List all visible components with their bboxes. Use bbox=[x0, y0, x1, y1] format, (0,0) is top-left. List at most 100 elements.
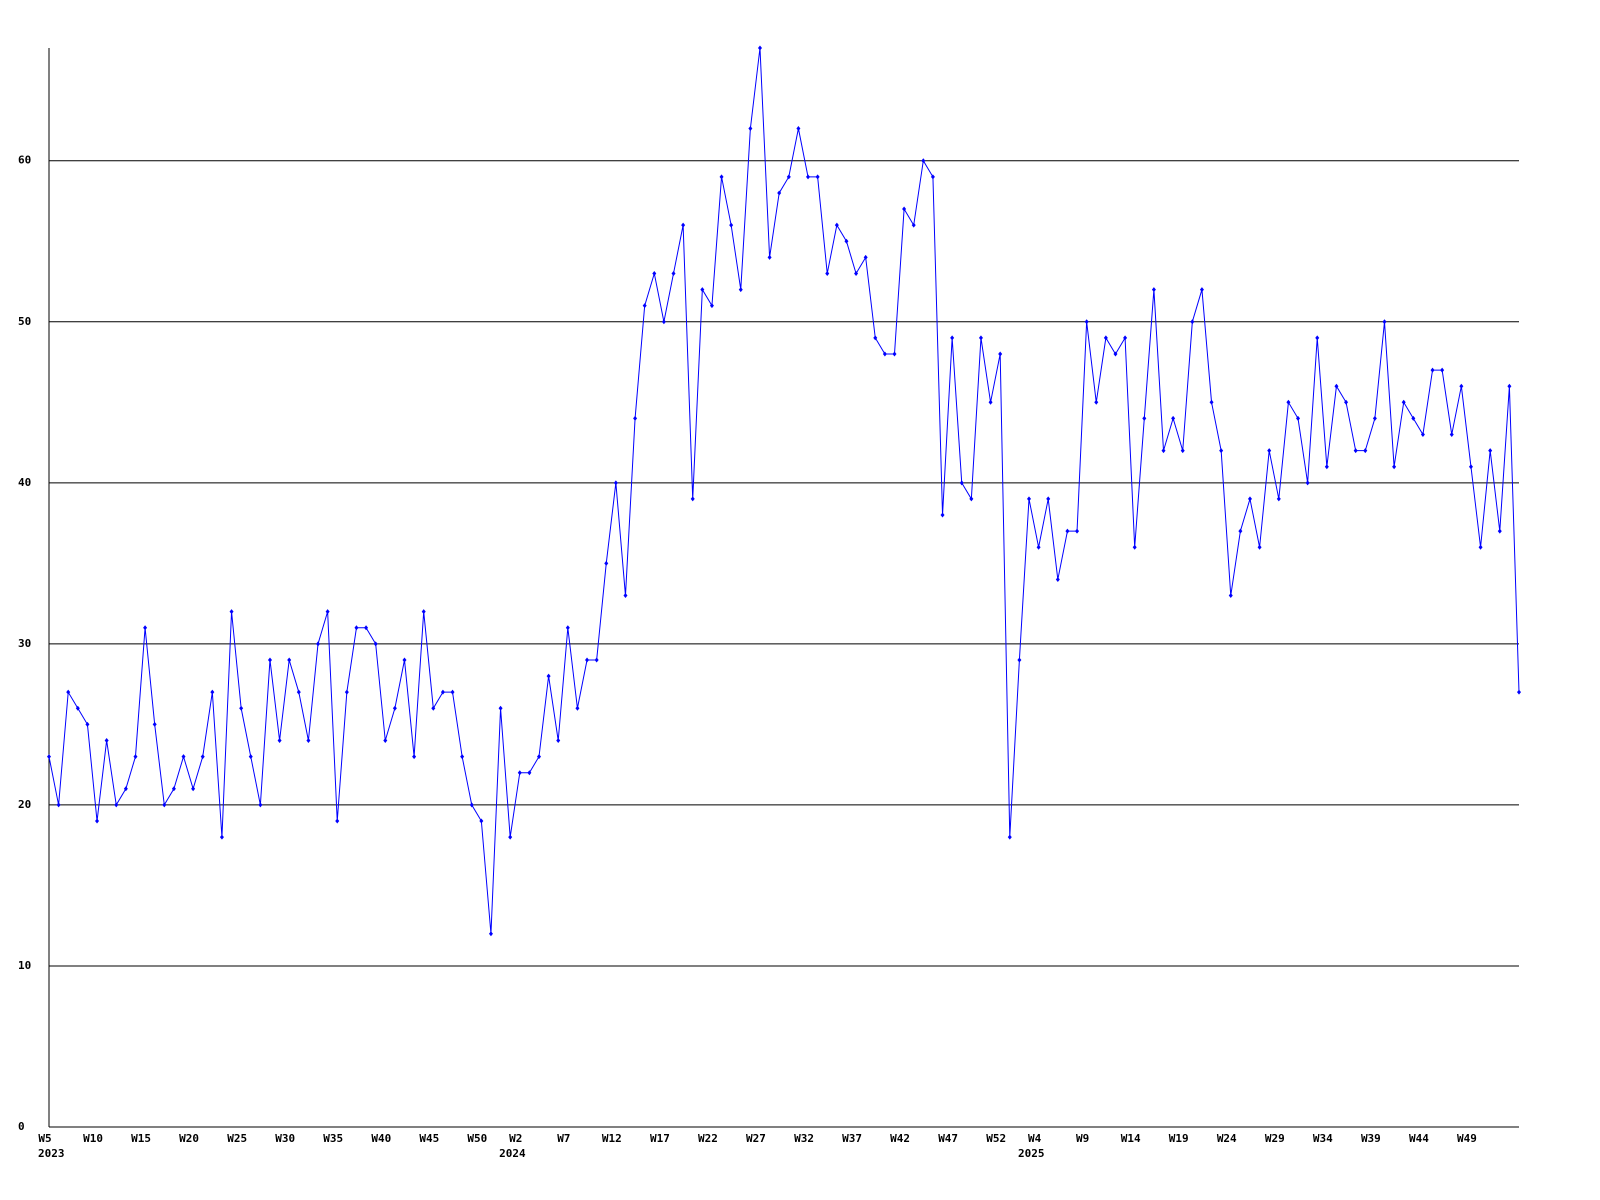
data-point bbox=[921, 158, 926, 164]
data-point bbox=[633, 415, 638, 421]
data-point bbox=[1497, 528, 1502, 534]
x-tick-label: W34 bbox=[1313, 1132, 1333, 1145]
data-point bbox=[392, 705, 397, 711]
data-point bbox=[1132, 544, 1137, 550]
data-point bbox=[700, 287, 705, 293]
x-tick-label: W12 bbox=[602, 1132, 622, 1145]
y-tick-label: 50 bbox=[18, 315, 31, 328]
data-point bbox=[258, 802, 263, 808]
x-tick-label: W45 bbox=[419, 1132, 439, 1145]
data-point bbox=[460, 754, 465, 760]
data-point bbox=[364, 625, 369, 631]
data-point bbox=[1142, 415, 1147, 421]
data-point bbox=[1440, 367, 1445, 373]
data-point bbox=[383, 737, 388, 743]
data-point bbox=[642, 303, 647, 309]
data-point bbox=[1372, 415, 1377, 421]
data-point bbox=[786, 174, 791, 180]
data-point bbox=[1027, 496, 1031, 502]
data-point bbox=[1036, 544, 1041, 550]
data-point bbox=[344, 689, 349, 695]
data-point bbox=[1324, 464, 1329, 470]
data-point bbox=[748, 126, 753, 132]
y-tick-label: 30 bbox=[18, 637, 31, 650]
data-point bbox=[1171, 415, 1176, 421]
data-point bbox=[978, 335, 983, 341]
data-point bbox=[373, 641, 378, 647]
data-point bbox=[325, 609, 330, 615]
data-point bbox=[508, 834, 513, 840]
data-point bbox=[1401, 399, 1406, 405]
data-point bbox=[123, 786, 128, 792]
data-point bbox=[316, 641, 321, 647]
data-point bbox=[719, 174, 724, 180]
data-point bbox=[863, 254, 868, 260]
data-point bbox=[767, 254, 772, 260]
data-point bbox=[902, 206, 907, 212]
data-point bbox=[546, 673, 551, 679]
data-point bbox=[354, 625, 359, 631]
data-point bbox=[210, 689, 215, 695]
data-point bbox=[306, 737, 311, 743]
data-point bbox=[143, 625, 148, 631]
data-point bbox=[585, 657, 590, 663]
x-tick-label: W30 bbox=[275, 1132, 295, 1145]
data-point bbox=[1296, 415, 1301, 421]
data-point bbox=[133, 754, 138, 760]
x-tick-label: W44 bbox=[1409, 1132, 1429, 1145]
data-point bbox=[517, 770, 522, 776]
data-point bbox=[95, 818, 100, 824]
data-point bbox=[277, 737, 282, 743]
data-point bbox=[1180, 448, 1185, 454]
data-point bbox=[1468, 464, 1473, 470]
data-point bbox=[844, 238, 849, 244]
x-tick-label: W50 bbox=[467, 1132, 487, 1145]
data-point bbox=[1094, 399, 1099, 405]
data-point bbox=[1075, 528, 1080, 534]
x-tick-label: W49 bbox=[1457, 1132, 1477, 1145]
data-point bbox=[47, 754, 51, 760]
data-point bbox=[604, 560, 609, 566]
x-tick-label: W15 bbox=[131, 1132, 151, 1145]
data-point bbox=[1209, 399, 1214, 405]
data-point bbox=[1276, 496, 1281, 502]
x-tick-label: W35 bbox=[323, 1132, 343, 1145]
x-tick-label: W40 bbox=[371, 1132, 391, 1145]
data-point bbox=[1238, 528, 1243, 534]
data-point bbox=[661, 319, 666, 325]
data-point bbox=[998, 351, 1003, 357]
x-tick-label: W2 bbox=[509, 1132, 522, 1145]
data-point bbox=[402, 657, 407, 663]
data-point bbox=[1286, 399, 1291, 405]
data-point bbox=[729, 222, 734, 228]
data-point bbox=[940, 512, 945, 518]
data-point bbox=[1161, 448, 1166, 454]
data-point bbox=[440, 689, 445, 695]
data-point bbox=[652, 270, 657, 276]
data-point bbox=[1007, 834, 1012, 840]
data-point bbox=[1103, 335, 1108, 341]
data-point bbox=[777, 190, 782, 196]
data-point bbox=[757, 45, 762, 51]
data-point bbox=[335, 818, 340, 824]
data-point bbox=[709, 303, 714, 309]
x-tick-label: W10 bbox=[83, 1132, 103, 1145]
data-point bbox=[114, 802, 119, 808]
data-point bbox=[594, 657, 599, 663]
data-point bbox=[219, 834, 224, 840]
data-point bbox=[200, 754, 205, 760]
data-point bbox=[75, 705, 80, 711]
x-group-label: 2023 bbox=[38, 1147, 65, 1160]
data-point bbox=[1420, 432, 1425, 438]
data-point bbox=[796, 126, 801, 132]
data-point bbox=[623, 593, 628, 599]
data-point bbox=[959, 480, 964, 486]
data-point bbox=[575, 705, 580, 711]
data-point bbox=[815, 174, 820, 180]
x-tick-label: W32 bbox=[794, 1132, 814, 1145]
data-point bbox=[1017, 657, 1022, 663]
data-point bbox=[930, 174, 935, 180]
data-point bbox=[1267, 448, 1272, 454]
data-point bbox=[412, 754, 417, 760]
data-point bbox=[988, 399, 993, 405]
